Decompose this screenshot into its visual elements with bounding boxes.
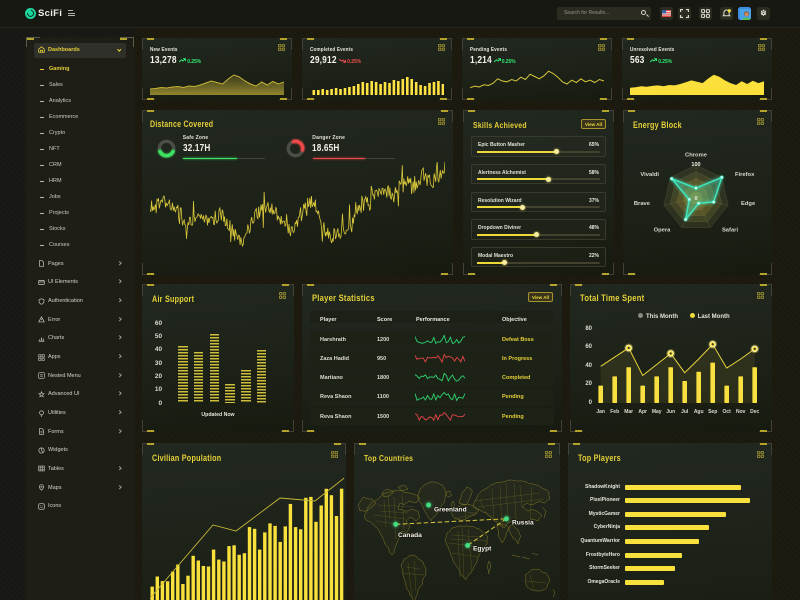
svg-text:0: 0: [694, 196, 697, 202]
svg-text:Russia: Russia: [512, 520, 534, 527]
svg-text:100: 100: [691, 162, 700, 168]
svg-text:Chrome: Chrome: [685, 153, 708, 159]
svg-text:Brave: Brave: [634, 201, 651, 207]
svg-text:Greenland: Greenland: [434, 507, 467, 514]
svg-text:Vivaldi: Vivaldi: [640, 172, 659, 178]
svg-text:Edge: Edge: [741, 201, 756, 207]
svg-text:Opera: Opera: [654, 228, 672, 234]
svg-text:Canada: Canada: [398, 532, 422, 539]
svg-text:Safari: Safari: [722, 228, 739, 234]
svg-text:Firefox: Firefox: [735, 172, 755, 178]
svg-text:Egypt: Egypt: [473, 546, 492, 553]
